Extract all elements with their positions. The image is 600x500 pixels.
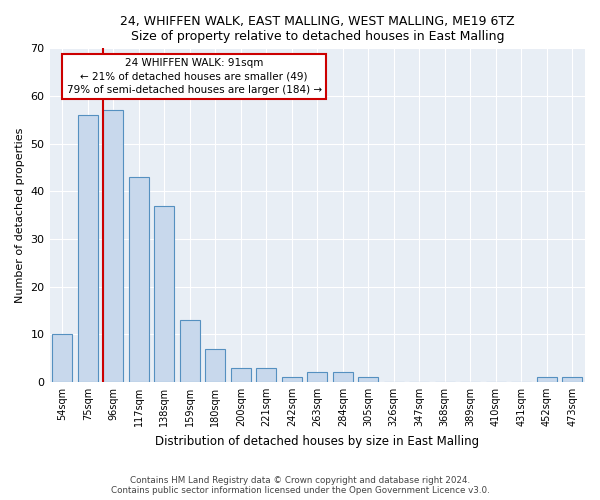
Bar [536,377,557,382]
Bar [562,377,583,382]
Text: Contains HM Land Registry data © Crown copyright and database right 2024.
Contai: Contains HM Land Registry data © Crown c… [110,476,490,495]
Bar [230,368,251,382]
Bar [332,372,353,382]
Bar [358,377,379,382]
Bar [256,368,277,382]
Bar [154,206,175,382]
Bar [281,377,302,382]
Bar [77,115,98,382]
Y-axis label: Number of detached properties: Number of detached properties [15,128,25,303]
Bar [307,372,328,382]
Bar [128,177,149,382]
Text: 24 WHIFFEN WALK: 91sqm
← 21% of detached houses are smaller (49)
79% of semi-det: 24 WHIFFEN WALK: 91sqm ← 21% of detached… [67,58,322,94]
Bar [52,334,73,382]
Bar [103,110,124,382]
Bar [179,320,200,382]
Title: 24, WHIFFEN WALK, EAST MALLING, WEST MALLING, ME19 6TZ
Size of property relative: 24, WHIFFEN WALK, EAST MALLING, WEST MAL… [120,15,515,43]
Bar [205,348,226,382]
X-axis label: Distribution of detached houses by size in East Malling: Distribution of detached houses by size … [155,434,479,448]
